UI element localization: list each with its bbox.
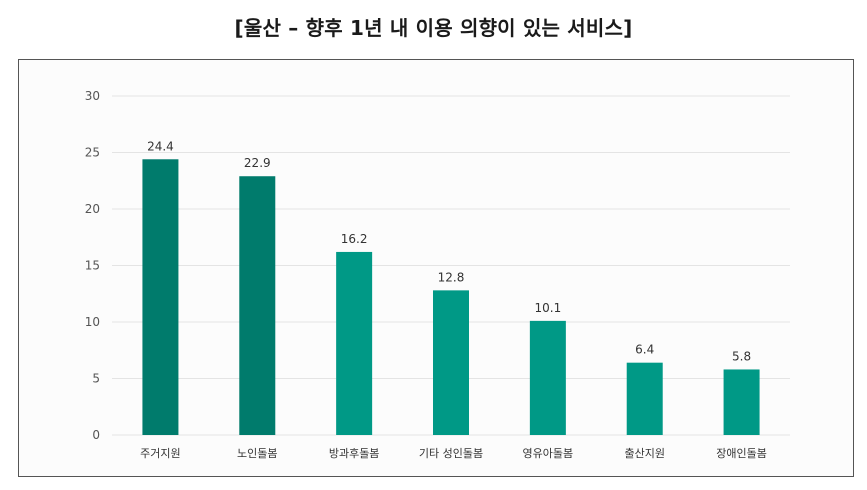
x-tick-label: 장애인돌봄 <box>716 447 767 460</box>
bar <box>433 290 469 435</box>
bar <box>626 362 663 435</box>
y-tick-label: 5 <box>92 372 100 386</box>
data-label: 24.4 <box>147 139 174 153</box>
data-label: 10.1 <box>534 301 561 315</box>
x-tick-label: 기타 성인돌봄 <box>419 447 483 460</box>
chart-title: [울산 – 향후 1년 내 이용 의향이 있는 서비스] <box>234 16 633 40</box>
data-label: 5.8 <box>732 349 751 363</box>
x-tick-label: 주거지원 <box>140 447 180 460</box>
y-tick-label: 15 <box>85 259 100 273</box>
y-tick-label: 25 <box>85 146 100 160</box>
data-label: 6.4 <box>635 343 654 357</box>
y-tick-label: 0 <box>92 428 100 442</box>
x-tick-label: 영유아돌봄 <box>523 447 574 460</box>
y-tick-label: 30 <box>85 89 100 103</box>
bar <box>723 369 760 435</box>
bar <box>529 320 566 435</box>
x-tick-label: 방과후돌봄 <box>329 447 380 460</box>
data-label: 12.8 <box>438 270 465 284</box>
y-tick-label: 20 <box>85 202 100 216</box>
bar <box>336 251 373 435</box>
x-tick-label: 출산지원 <box>624 447 664 460</box>
bar <box>239 176 276 436</box>
data-label: 16.2 <box>341 232 368 246</box>
y-tick-label: 10 <box>85 315 100 329</box>
data-label: 22.9 <box>244 156 271 170</box>
bar <box>142 159 179 435</box>
x-tick-label: 노인돌봄 <box>237 447 277 460</box>
